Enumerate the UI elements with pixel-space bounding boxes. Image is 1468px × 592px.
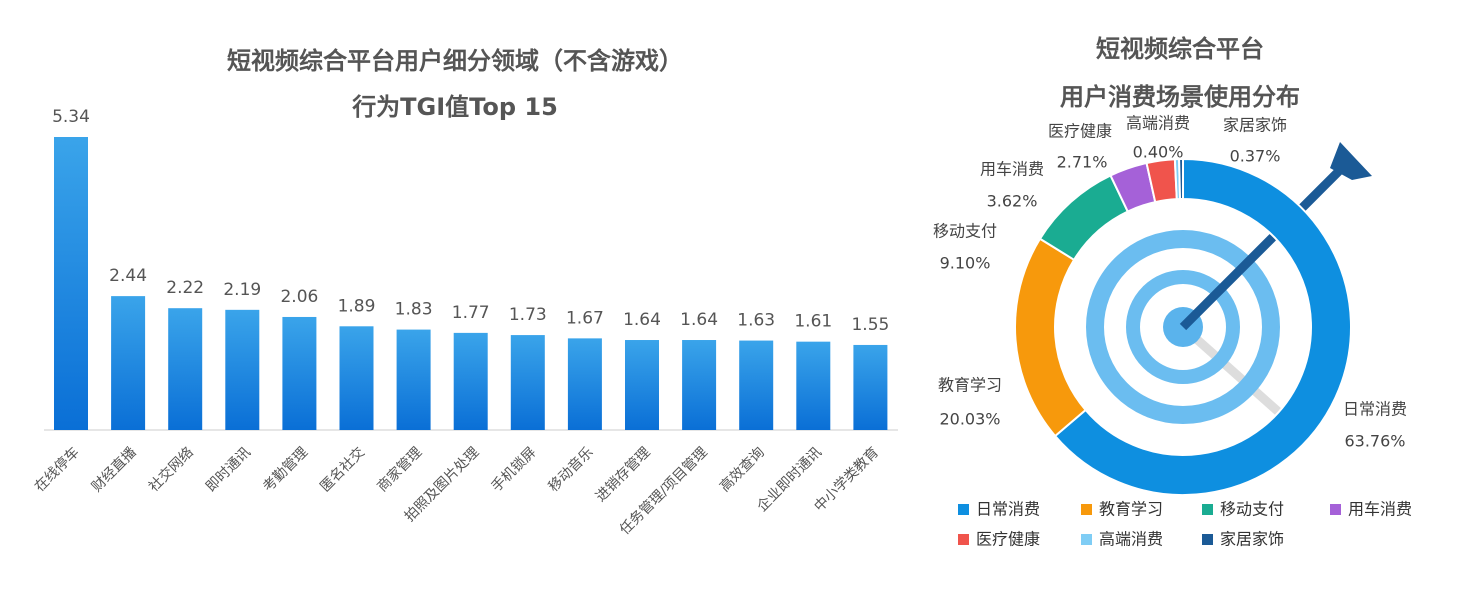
data-label-name: 教育学习: [938, 376, 1002, 395]
x-tick-label: 进销存管理: [593, 444, 654, 505]
legend-label: 高端消费: [1099, 530, 1163, 549]
x-tick-label: 高效查询: [716, 444, 768, 496]
legend-swatch: [1202, 504, 1213, 515]
x-tick-label: 社交网络: [145, 444, 197, 496]
bar: [682, 340, 717, 430]
donut-slice: [1038, 174, 1130, 262]
legend-swatch: [1081, 534, 1092, 545]
bar: [225, 309, 260, 430]
value-label: 1.64: [623, 310, 661, 330]
value-label: 1.83: [395, 300, 433, 320]
donut-slice: [1178, 157, 1184, 201]
data-label-name: 家居家饰: [1223, 116, 1287, 135]
data-label-value: 20.03%: [939, 410, 1000, 429]
bar: [510, 335, 545, 430]
x-tick-label: 商家管理: [374, 444, 426, 496]
legend-label: 家居家饰: [1220, 530, 1284, 549]
legend-label: 教育学习: [1099, 500, 1163, 519]
value-label: 1.63: [737, 311, 775, 331]
arrow-fletch: [1330, 142, 1372, 180]
data-label-name: 用车消费: [980, 160, 1044, 179]
legend-swatch: [1202, 534, 1213, 545]
x-tick-label: 考勤管理: [260, 444, 311, 495]
x-tick-label: 匿名社交: [317, 444, 369, 496]
bar-subtitle: 行为TGI值Top 15: [351, 93, 558, 121]
x-tick-label: 即时通讯: [203, 444, 254, 495]
donut-slice: [1053, 157, 1352, 496]
value-label: 1.67: [566, 308, 604, 328]
x-tick-label: 移动音乐: [545, 444, 597, 496]
legend-swatch: [1330, 504, 1341, 515]
donut-subtitle: 用户消费场景使用分布: [1060, 83, 1300, 111]
legend-label: 日常消费: [976, 500, 1040, 519]
value-label: 1.73: [509, 305, 547, 325]
bar: [567, 338, 602, 430]
value-label: 5.34: [52, 107, 90, 127]
donut-slice: [1014, 237, 1087, 438]
bar: [282, 316, 317, 430]
target-ring: [1126, 270, 1240, 384]
value-label: 2.06: [280, 287, 318, 307]
bar: [339, 326, 374, 430]
x-tick-label: 在线停车: [31, 444, 83, 496]
bar: [853, 344, 888, 430]
bar: [168, 308, 203, 430]
value-label: 2.22: [166, 278, 204, 298]
bar-title: 短视频综合平台用户细分领域（不含游戏）: [227, 47, 683, 75]
legend-label: 用车消费: [1348, 500, 1412, 519]
arrow-shaft: [1179, 161, 1349, 331]
value-label: 1.77: [452, 303, 490, 323]
value-label: 1.61: [794, 312, 832, 332]
data-label-name: 移动支付: [933, 222, 997, 241]
data-label-name: 高端消费: [1126, 114, 1190, 133]
data-label-value: 0.40%: [1133, 143, 1184, 162]
donut-title: 短视频综合平台: [1096, 35, 1264, 63]
data-label-value: 2.71%: [1057, 153, 1108, 172]
target-graphic: [1086, 142, 1372, 424]
data-label-name: 医疗健康: [1048, 122, 1112, 141]
bar: [625, 340, 659, 430]
x-tick-label: 财经直播: [88, 444, 140, 496]
value-label: 1.64: [680, 310, 718, 330]
legend-swatch: [1081, 504, 1092, 515]
x-tick-label: 手机锁屏: [489, 444, 540, 495]
data-label-value: 0.37%: [1230, 147, 1281, 166]
bar: [54, 137, 88, 430]
bar: [111, 296, 146, 430]
data-label-value: 9.10%: [940, 254, 991, 273]
value-label: 1.89: [338, 296, 376, 316]
bar: [796, 341, 831, 430]
bar: [453, 332, 488, 430]
arrow-shadow: [1180, 323, 1285, 419]
legend-label: 移动支付: [1220, 500, 1284, 519]
bar: [739, 340, 774, 430]
legend-label: 医疗健康: [976, 530, 1040, 549]
data-label-name: 日常消费: [1343, 400, 1407, 419]
value-label: 1.55: [851, 315, 889, 335]
data-label-value: 3.62%: [987, 192, 1038, 211]
bar: [396, 329, 431, 430]
target-ring: [1086, 230, 1280, 424]
value-label: 2.44: [109, 266, 147, 286]
legend-swatch: [958, 504, 969, 515]
legend-swatch: [958, 534, 969, 545]
data-label-value: 63.76%: [1344, 432, 1405, 451]
value-label: 2.19: [223, 280, 261, 300]
